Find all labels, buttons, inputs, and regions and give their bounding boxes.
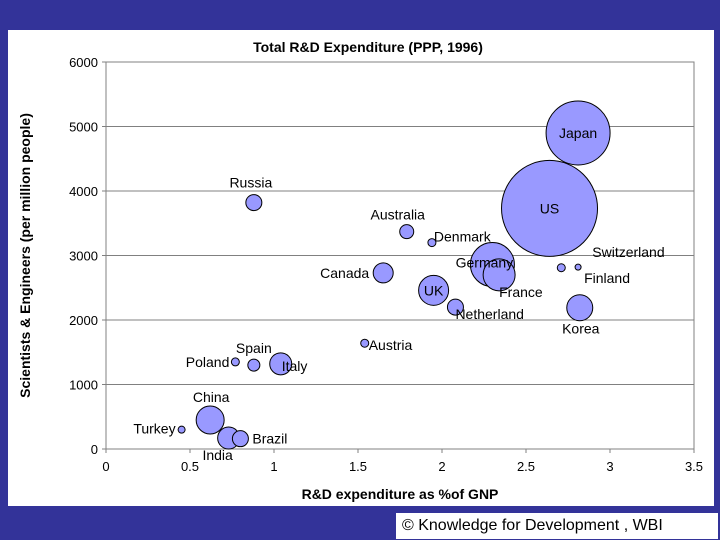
bubble-denmark — [427, 238, 437, 248]
bubble-label-turkey: Turkey — [133, 421, 175, 437]
bubble-australia — [399, 224, 415, 240]
bubble-label-brazil: Brazil — [252, 431, 287, 447]
bubble-label-austria: Austria — [369, 337, 413, 353]
y-tick-label: 4000 — [69, 184, 98, 199]
chart-title: Total R&D Expenditure (PPP, 1996) — [253, 39, 483, 55]
gridlines — [106, 61, 694, 385]
bubble-label-australia: Australia — [370, 207, 425, 223]
bubble-brazil — [231, 430, 249, 448]
y-tick-label: 1000 — [69, 378, 98, 393]
bubble-label-russia: Russia — [229, 175, 272, 191]
x-tick-label: 0 — [102, 459, 109, 474]
bubble-uk — [418, 274, 450, 306]
bubble-label-us: US — [540, 200, 559, 216]
bubble-label-japan: Japan — [559, 125, 597, 141]
bubble-france — [482, 258, 516, 292]
bubble-korea — [566, 294, 594, 322]
chart-frame: Total R&D Expenditure (PPP, 1996) 0 1000 2… — [8, 30, 714, 506]
bubble-russia — [245, 194, 263, 212]
x-tick-label: 0.5 — [181, 459, 199, 474]
bubble-spain — [247, 358, 261, 372]
bubble-label-india: India — [202, 447, 233, 463]
bubble-us — [501, 159, 599, 257]
bubble-switzerland — [556, 263, 566, 273]
x-tick-label: 3 — [606, 459, 613, 474]
y-tick-label: 5000 — [69, 120, 98, 135]
bubble-label-italy: Italy — [282, 358, 308, 374]
bubble-canada — [372, 262, 394, 284]
bubble-label-finland: Finland — [584, 270, 630, 286]
bubble-netherland — [446, 298, 464, 316]
bubble-label-spain: Spain — [236, 340, 272, 356]
bubbles — [177, 100, 611, 450]
bubble-label-poland: Poland — [186, 354, 230, 370]
bubble-italy — [269, 352, 293, 376]
x-tick-label: 1 — [270, 459, 277, 474]
y-tick-label: 6000 — [69, 55, 98, 70]
bubble-japan — [545, 100, 611, 166]
x-tick-label: 3.5 — [685, 459, 703, 474]
bubble-label-netherland: Netherland — [455, 306, 524, 322]
bubble-labels: Turkey China India Brazil Poland Spain Italy Ru… — [133, 125, 664, 463]
copyright-footer: © Knowledge for Development , WBI — [396, 513, 718, 539]
bubble-finland — [574, 263, 582, 271]
bubble-label-korea: Korea — [562, 321, 600, 337]
bubble-chart: Total R&D Expenditure (PPP, 1996) 0 1000 2… — [17, 39, 703, 502]
y-axis-label: Scientists & Engineers (per million peop… — [17, 113, 33, 398]
bubble-label-canada: Canada — [320, 265, 369, 281]
x-tick-label: 2.5 — [517, 459, 535, 474]
bubble-austria — [360, 338, 370, 348]
bubble-label-china: China — [193, 389, 230, 405]
bubble-label-germany: Germany — [456, 255, 514, 271]
bubble-label-denmark: Denmark — [434, 229, 492, 245]
bubble-label-uk: UK — [424, 282, 444, 298]
bubble-label-france: France — [499, 284, 543, 300]
y-tick-label: 0 — [91, 442, 98, 457]
y-axis-ticks: 0 1000 2000 3000 4000 5000 6000 — [69, 55, 106, 457]
bubble-label-switzerland: Switzerland — [592, 244, 664, 260]
bubble-poland — [230, 357, 240, 367]
x-axis-label: R&D expenditure as %of GNP — [302, 486, 499, 502]
y-tick-label: 3000 — [69, 249, 98, 264]
bubble-turkey — [177, 425, 186, 434]
bubble-china — [195, 405, 225, 435]
x-tick-label: 1.5 — [349, 459, 367, 474]
y-tick-label: 2000 — [69, 313, 98, 328]
x-axis-ticks: 0 0.5 1 1.5 2 2.5 3 3.5 — [102, 449, 703, 474]
x-tick-label: 2 — [438, 459, 445, 474]
